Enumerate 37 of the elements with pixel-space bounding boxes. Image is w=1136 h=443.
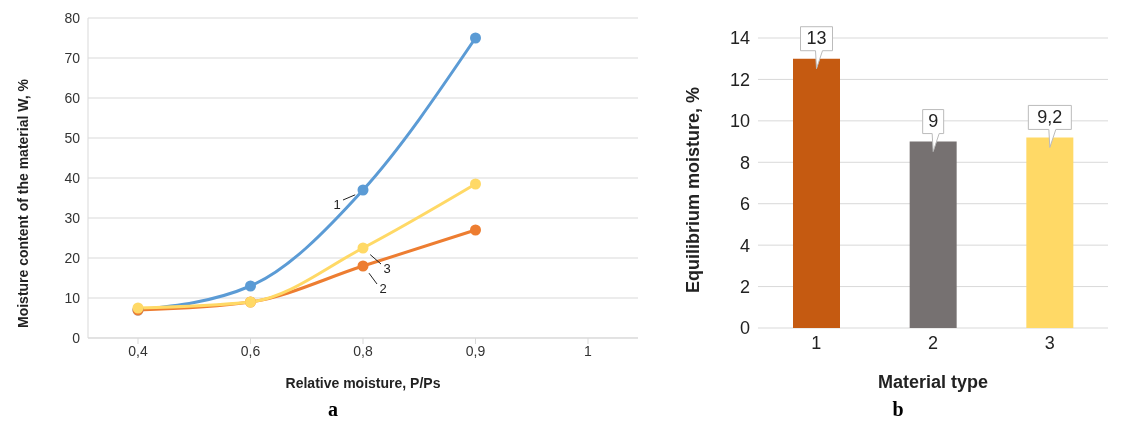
y-tick-label: 10 [729, 111, 750, 132]
y-tick-label: 70 [64, 49, 81, 66]
y-tick-label: 50 [64, 129, 81, 146]
y-tick-label: 2 [739, 276, 750, 297]
x-tick-label: 3 [1044, 332, 1055, 353]
y-tick-label: 30 [64, 209, 81, 226]
data-label: 9 [928, 111, 939, 132]
text: a [328, 398, 338, 420]
y-tick-label: 4 [739, 235, 750, 256]
series-label: 2 [379, 281, 387, 297]
data-label: 9,2 [1037, 107, 1063, 128]
y-tick-label: 14 [729, 28, 750, 49]
y-tick-label: 60 [64, 89, 81, 106]
x-tick-label: 0,9 [465, 342, 486, 359]
text: b [892, 398, 904, 420]
y-tick-label: 20 [64, 249, 81, 266]
y-tick-label: 6 [739, 194, 750, 215]
x-axis-title: Relative moisture, P/Ps [285, 375, 441, 391]
y-axis-title: Moisture content of the material W, % [14, 78, 31, 328]
y-tick-label: 12 [729, 69, 750, 90]
x-tick-label: 1 [811, 332, 822, 353]
y-tick-label: 8 [739, 152, 750, 173]
y-tick-label: 0 [72, 329, 81, 346]
series-label: 1 [333, 197, 341, 213]
x-axis-title: Material type [877, 372, 989, 392]
x-tick-label: 1 [584, 342, 593, 359]
x-tick-label: 0,4 [128, 342, 148, 359]
y-tick-label: 40 [64, 169, 81, 186]
data-label: 13 [806, 28, 827, 49]
x-tick-label: 0,6 [240, 342, 261, 359]
y-tick-label: 10 [64, 289, 81, 306]
x-tick-label: 0,8 [353, 342, 373, 359]
series-label: 3 [383, 261, 391, 277]
y-tick-label: 0 [739, 318, 750, 339]
y-tick-label: 80 [64, 9, 81, 26]
y-axis-title: Equilibrium moisture, % [683, 86, 704, 293]
x-tick-label: 2 [927, 332, 939, 353]
